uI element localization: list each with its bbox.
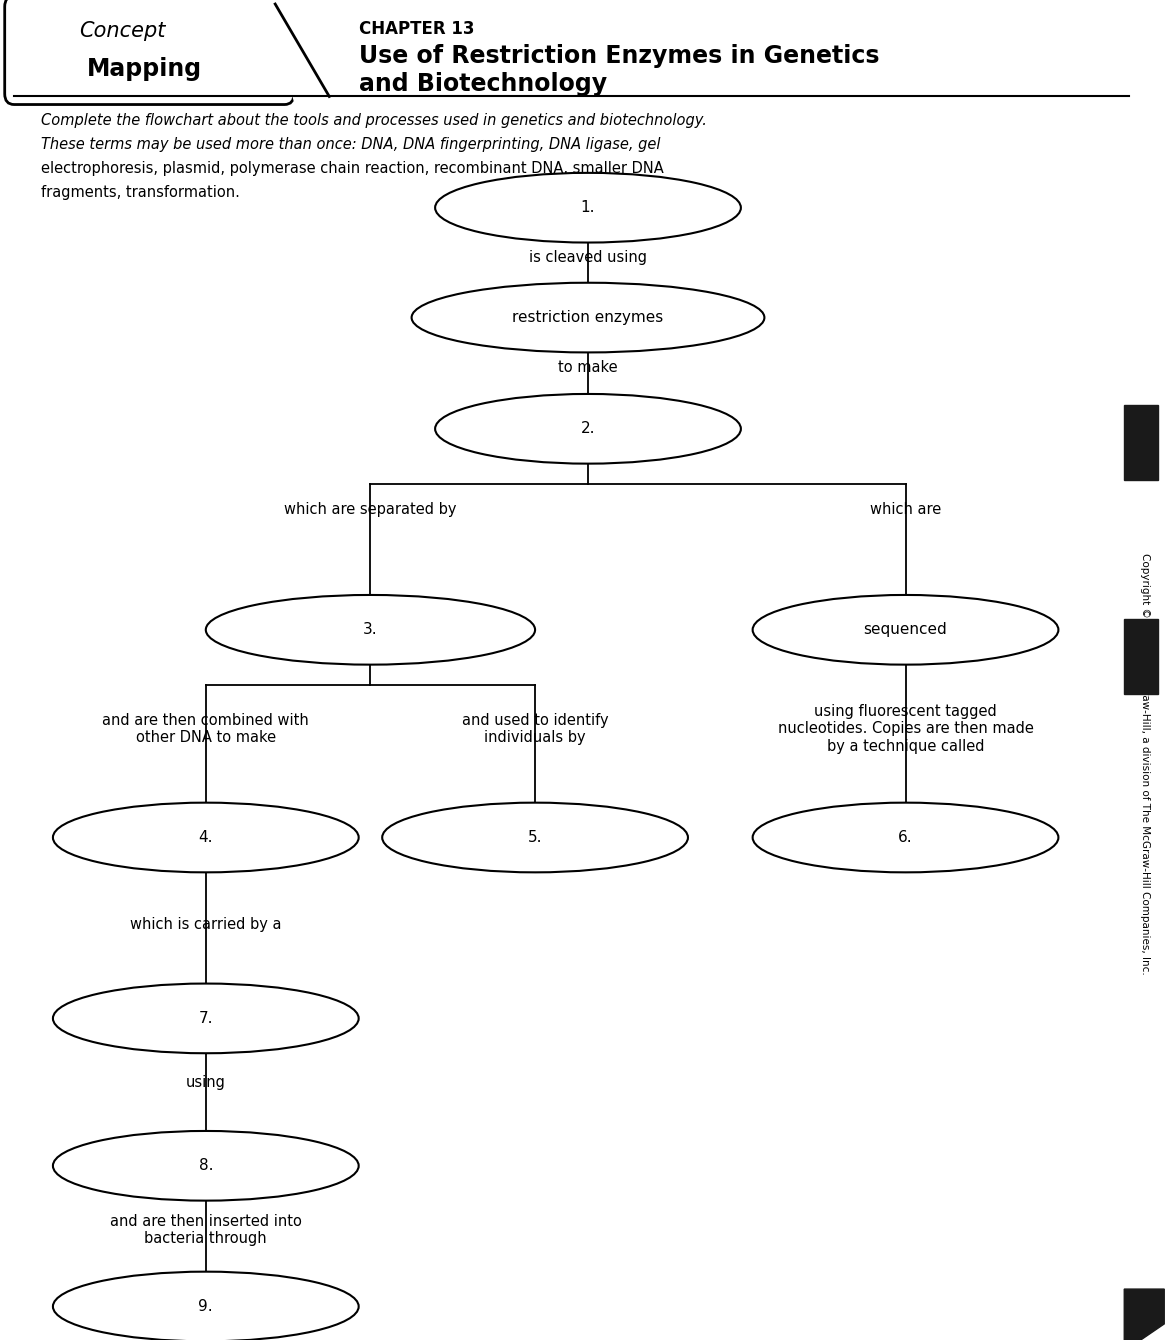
- FancyBboxPatch shape: [5, 0, 294, 105]
- Ellipse shape: [53, 984, 359, 1053]
- Text: 8.: 8.: [199, 1158, 213, 1174]
- Ellipse shape: [206, 595, 535, 665]
- Text: 7.: 7.: [199, 1010, 213, 1026]
- Text: Use of Restriction Enzymes in Genetics: Use of Restriction Enzymes in Genetics: [359, 44, 880, 68]
- Ellipse shape: [753, 595, 1058, 665]
- Text: and are then inserted into
bacteria through: and are then inserted into bacteria thro…: [109, 1214, 302, 1246]
- Text: to make: to make: [559, 359, 617, 375]
- Text: using fluorescent tagged
nucleotides. Copies are then made
by a technique called: using fluorescent tagged nucleotides. Co…: [777, 704, 1034, 754]
- Text: is cleaved using: is cleaved using: [529, 249, 647, 265]
- Ellipse shape: [53, 1131, 359, 1201]
- Text: These terms may be used more than once: DNA, DNA fingerprinting, DNA ligase, gel: These terms may be used more than once: …: [41, 137, 661, 151]
- Text: Mapping: Mapping: [86, 58, 201, 82]
- Ellipse shape: [753, 803, 1058, 872]
- Ellipse shape: [382, 803, 688, 872]
- Text: and used to identify
individuals by: and used to identify individuals by: [462, 713, 608, 745]
- Ellipse shape: [412, 283, 764, 352]
- Text: and Biotechnology: and Biotechnology: [359, 72, 607, 96]
- Text: Concept: Concept: [79, 21, 166, 42]
- Ellipse shape: [53, 803, 359, 872]
- Text: 6.: 6.: [898, 829, 913, 846]
- Polygon shape: [1124, 405, 1158, 480]
- Text: 1.: 1.: [581, 200, 595, 216]
- Polygon shape: [267, 0, 349, 100]
- Text: using: using: [186, 1075, 226, 1091]
- Text: Copyright © Glencoe/McGraw-Hill, a division of The McGraw-Hill Companies, Inc.: Copyright © Glencoe/McGraw-Hill, a divis…: [1141, 553, 1150, 974]
- Polygon shape: [1124, 1289, 1164, 1340]
- Text: 5.: 5.: [528, 829, 542, 846]
- Text: sequenced: sequenced: [863, 622, 948, 638]
- Text: electrophoresis, plasmid, polymerase chain reaction, recombinant DNA, smaller DN: electrophoresis, plasmid, polymerase cha…: [41, 161, 664, 176]
- Text: and are then combined with
other DNA to make: and are then combined with other DNA to …: [102, 713, 309, 745]
- Text: CHAPTER 13: CHAPTER 13: [359, 20, 474, 39]
- Text: which is carried by a: which is carried by a: [131, 917, 281, 933]
- Text: 3.: 3.: [363, 622, 377, 638]
- Ellipse shape: [435, 173, 741, 243]
- Ellipse shape: [435, 394, 741, 464]
- Text: which are: which are: [870, 501, 941, 517]
- Text: 9.: 9.: [199, 1298, 213, 1315]
- Text: which are separated by: which are separated by: [285, 501, 456, 517]
- Ellipse shape: [53, 1272, 359, 1340]
- Text: 4.: 4.: [199, 829, 213, 846]
- Text: restriction enzymes: restriction enzymes: [513, 310, 663, 326]
- Text: Complete the flowchart about the tools and processes used in genetics and biotec: Complete the flowchart about the tools a…: [41, 113, 707, 127]
- Text: fragments, transformation.: fragments, transformation.: [41, 185, 240, 200]
- Polygon shape: [1124, 619, 1158, 694]
- Text: 2.: 2.: [581, 421, 595, 437]
